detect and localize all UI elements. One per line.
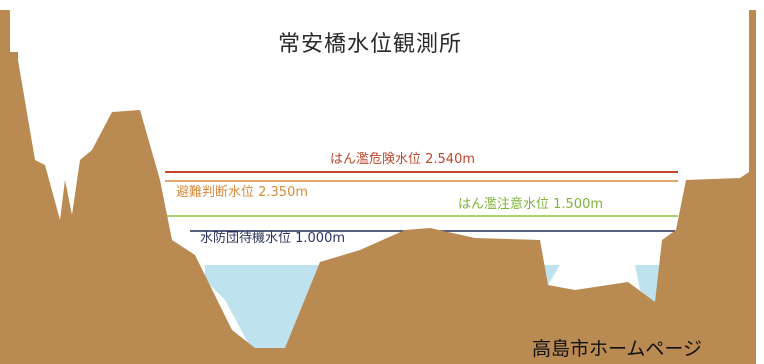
source-caption: 高島市ホームページ (532, 338, 703, 360)
station-title: 常安橋水位観測所 (278, 32, 463, 57)
standby-level-label: 水防団待機水位 1.000m (200, 231, 346, 246)
flood-caution-level-label: はん濫注意水位 1.500m (458, 197, 604, 212)
river-terrain (0, 10, 756, 364)
flood-danger-level-label: はん濫危険水位 2.540m (330, 152, 476, 167)
evacuation-level-label: 避難判断水位 2.350m (176, 185, 309, 200)
